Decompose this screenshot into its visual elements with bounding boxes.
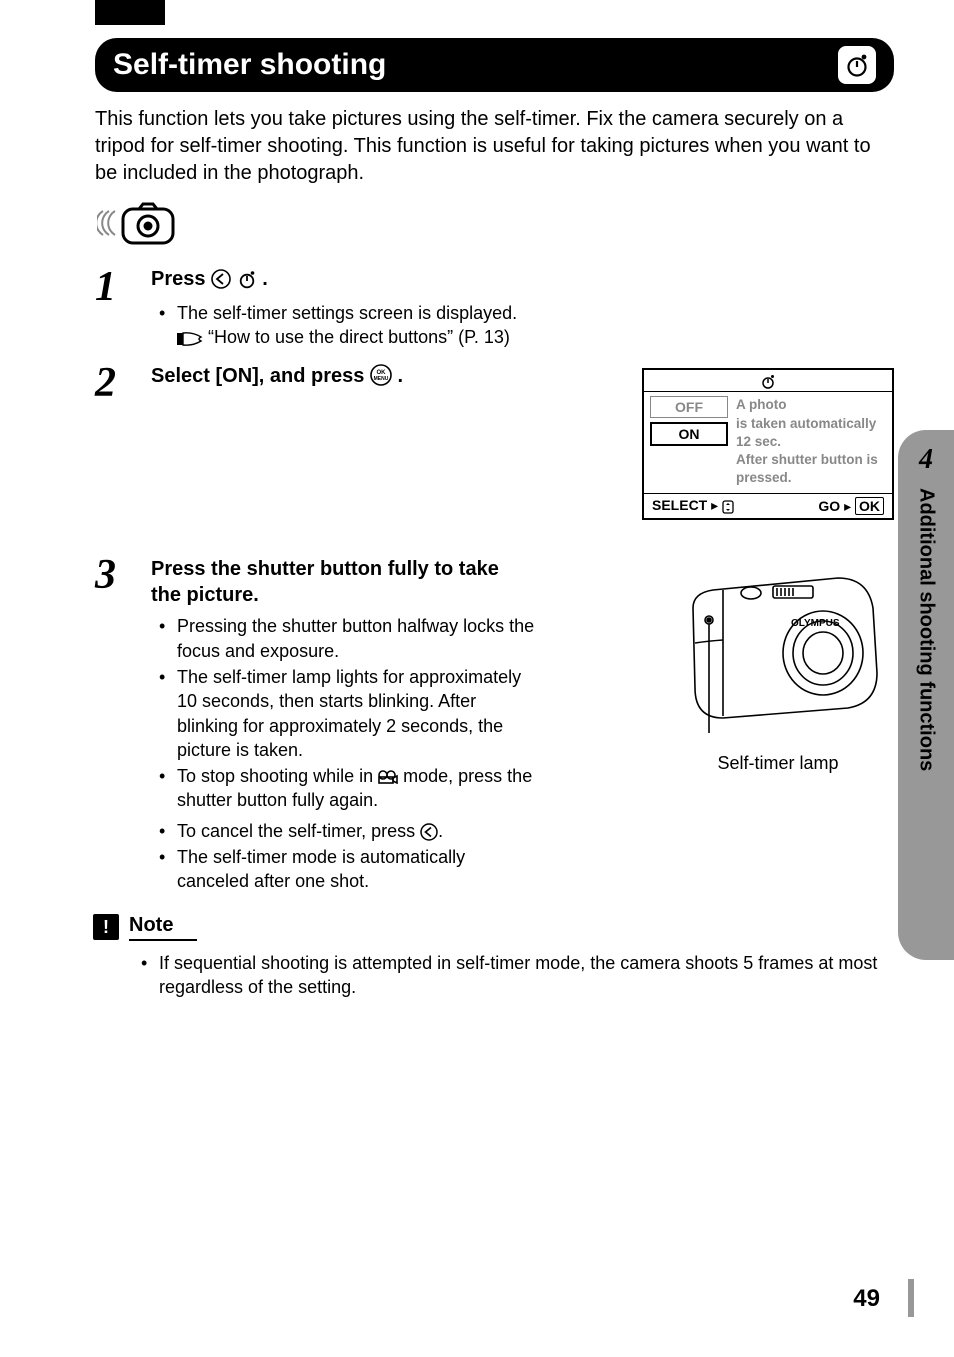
self-timer-small-icon: [237, 272, 263, 294]
step-3-bullet-2: The self-timer lamp lights for approxima…: [177, 665, 541, 762]
page-container: Self-timer shooting This function lets y…: [0, 0, 954, 1357]
step-2-prefix: Select [ON], and press: [151, 365, 370, 387]
note-bullet-1: If sequential shooting is attempted in s…: [159, 951, 894, 1000]
step-body: Press the shutter button fully to take t…: [151, 550, 894, 895]
left-arrow-button-icon: [211, 272, 237, 294]
step-1-prefix: Press: [151, 268, 211, 290]
left-arrow-button-icon: [420, 821, 438, 841]
step-3-bullet-3: To stop shooting while in mode, press th…: [177, 764, 541, 813]
step-number: 2: [95, 358, 151, 520]
step-1-ref-text: “How to use the direct buttons” (P. 13): [208, 327, 510, 347]
title-bar: Self-timer shooting: [95, 38, 894, 92]
chapter-side-tab: 4 Additional shooting functions: [898, 430, 954, 960]
step-3-wide-bullets: To cancel the self-timer, press . The se…: [151, 819, 541, 894]
option-off: OFF: [650, 396, 728, 418]
screen-body: OFF ON A photo is taken automatically 12…: [644, 392, 892, 493]
screen-header: [644, 370, 892, 392]
step-3-title: Press the shutter button fully to take t…: [151, 556, 511, 608]
note-label: Note: [129, 914, 197, 941]
option-description: A photo is taken automatically 12 sec. A…: [736, 396, 878, 487]
desc-line: After shutter button is: [736, 451, 878, 469]
desc-line: 12 sec.: [736, 433, 878, 451]
step-3: 3 Press the shutter button fully to take…: [95, 550, 894, 895]
step-2: 2 Select [ON], and press OKMENU .: [95, 358, 894, 520]
select-hint: SELECT ▸: [652, 497, 734, 515]
go-hint: GO ▸ OK: [818, 497, 884, 515]
screen-footer: SELECT ▸ GO ▸ OK: [644, 493, 892, 518]
svg-text:OLYMPUS: OLYMPUS: [791, 618, 840, 629]
reference-pointer-icon: [177, 327, 208, 347]
desc-line: pressed.: [736, 469, 878, 487]
go-label: GO: [818, 498, 840, 514]
step-3-narrow-bullets: Pressing the shutter button halfway lock…: [151, 614, 541, 812]
option-column: OFF ON: [650, 396, 728, 487]
step-2-suffix: .: [398, 365, 404, 387]
camera-illustration: OLYMPUS Self-timer lamp: [662, 556, 894, 774]
step-3-bullet-5: The self-timer mode is automatically can…: [177, 845, 541, 894]
option-on: ON: [650, 422, 728, 446]
step-1-reference: “How to use the direct buttons” (P. 13): [151, 327, 894, 348]
chapter-title: Additional shooting functions: [915, 488, 938, 928]
step-body: Select [ON], and press OKMENU . OFF ON: [151, 358, 894, 520]
page-number: 49: [853, 1285, 880, 1313]
desc-line: is taken automatically: [736, 415, 878, 433]
lcd-screen-illustration: OFF ON A photo is taken automatically 12…: [642, 368, 894, 520]
steps-container: 1 Press . The self-timer settings screen…: [95, 262, 894, 896]
step-1-suffix: .: [262, 268, 268, 290]
step-number: 1: [95, 262, 151, 348]
svg-text:MENU: MENU: [374, 376, 389, 382]
step-body: Press . The self-timer settings screen i…: [151, 262, 894, 348]
ok-menu-button-icon: OKMENU: [370, 369, 398, 391]
intro-text: This function lets you take pictures usi…: [95, 106, 894, 187]
step-1-bullet-1: The self-timer settings screen is displa…: [177, 301, 894, 325]
corner-mark: [908, 1279, 914, 1317]
select-label: SELECT: [652, 497, 707, 513]
ok-label: OK: [855, 497, 884, 515]
desc-line: A photo: [736, 396, 878, 414]
movie-mode-icon: [378, 766, 398, 786]
step-1-bullets: The self-timer settings screen is displa…: [151, 301, 894, 325]
step-1: 1 Press . The self-timer settings screen…: [95, 262, 894, 348]
shooting-mode-icon: [97, 201, 894, 254]
self-timer-small-icon: [760, 373, 776, 389]
step-number: 3: [95, 550, 151, 895]
note-header: ! Note: [93, 914, 894, 941]
step-2-title: Select [ON], and press OKMENU .: [151, 364, 622, 392]
note-icon: !: [93, 914, 119, 940]
chapter-number: 4: [898, 444, 954, 476]
camera-drawing: OLYMPUS: [673, 568, 883, 738]
page-title: Self-timer shooting: [113, 48, 386, 82]
self-timer-lamp-label: Self-timer lamp: [662, 753, 894, 774]
step-1-title: Press .: [151, 268, 894, 295]
step-3-bullet-4: To cancel the self-timer, press .: [177, 819, 541, 843]
self-timer-icon: [838, 46, 876, 84]
top-tab-mark: [95, 0, 165, 25]
updown-icon: [722, 500, 734, 514]
step-3-bullet-1: Pressing the shutter button halfway lock…: [177, 614, 541, 663]
note-bullets: If sequential shooting is attempted in s…: [95, 951, 894, 1000]
